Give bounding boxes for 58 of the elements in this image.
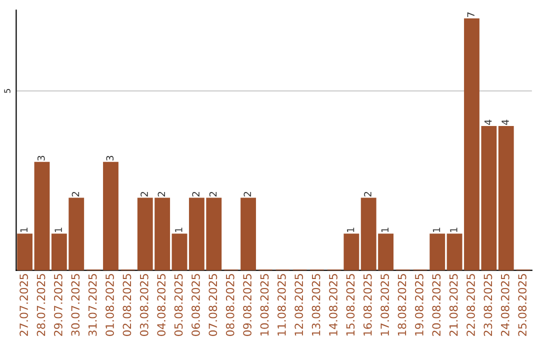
data-label: 7	[467, 12, 474, 17]
x-tick-label: 30.07.2025	[71, 274, 80, 336]
x-tick-label: 19.08.2025	[414, 274, 424, 336]
data-label: 1	[381, 228, 388, 232]
data-label: 2	[209, 192, 217, 196]
x-tick-label: 27.07.2025	[20, 274, 28, 336]
data-label: 2	[364, 192, 372, 196]
x-tick-label: 25.08.2025	[518, 274, 527, 336]
x-tick-label: 02.08.2025	[122, 274, 132, 336]
x-tick-label: 16.08.2025	[363, 274, 372, 336]
x-tick-label: 05.08.2025	[174, 274, 183, 336]
bar	[34, 162, 50, 270]
data-label: 4	[502, 120, 509, 125]
data-label: 3	[106, 156, 114, 161]
x-tick-label: 06.08.2025	[192, 274, 200, 336]
bar	[103, 162, 118, 270]
x-tick-label: 18.08.2025	[398, 274, 406, 336]
x-tick-label: 24.08.2025	[500, 274, 510, 336]
data-label: 2	[158, 192, 165, 196]
y-tick-label: 5	[4, 89, 10, 93]
x-tick-label: 14.08.2025	[329, 274, 338, 336]
bar	[172, 234, 188, 270]
x-tick-label: 17.08.2025	[380, 274, 390, 336]
x-tick-label: 08.08.2025	[226, 274, 234, 336]
x-tick-label: 12.08.2025	[294, 274, 304, 336]
data-label: 2	[192, 192, 200, 196]
bar	[498, 126, 514, 270]
x-tick-label: 10.08.2025	[260, 274, 269, 336]
data-label: 1	[175, 228, 182, 232]
x-tick-label: 21.08.2025	[449, 274, 458, 336]
bar	[344, 234, 360, 270]
data-label: 1	[347, 228, 354, 232]
data-label: 2	[72, 192, 80, 196]
x-tick-label: 29.07.2025	[54, 274, 62, 336]
x-tick-label: 31.07.2025	[88, 274, 97, 336]
data-label: 1	[20, 228, 28, 232]
x-tick-label: 07.08.2025	[208, 274, 218, 336]
x-tick-label: 28.07.2025	[36, 274, 46, 336]
data-label: 4	[484, 120, 492, 125]
x-tick-label: 09.08.2025	[243, 274, 252, 336]
x-tick-label: 04.08.2025	[157, 274, 166, 336]
data-label: 2	[140, 192, 148, 196]
data-label: 3	[37, 156, 45, 161]
x-tick-label: 20.08.2025	[432, 274, 441, 336]
bar	[240, 198, 256, 270]
bar	[430, 234, 446, 270]
data-label: 1	[54, 228, 62, 232]
bar	[17, 234, 33, 270]
x-tick-label: 23.08.2025	[484, 274, 492, 336]
data-label: 2	[244, 192, 251, 196]
x-tick-label: 15.08.2025	[346, 274, 355, 336]
x-tick-label: 11.08.2025	[277, 274, 286, 336]
data-label: 1	[450, 228, 458, 232]
x-tick-label: 22.08.2025	[466, 274, 475, 336]
x-tick-label: 03.08.2025	[140, 274, 148, 336]
data-label: 1	[432, 228, 440, 232]
x-tick-label: 13.08.2025	[312, 274, 320, 336]
x-tick-label: 01.08.2025	[106, 274, 114, 336]
